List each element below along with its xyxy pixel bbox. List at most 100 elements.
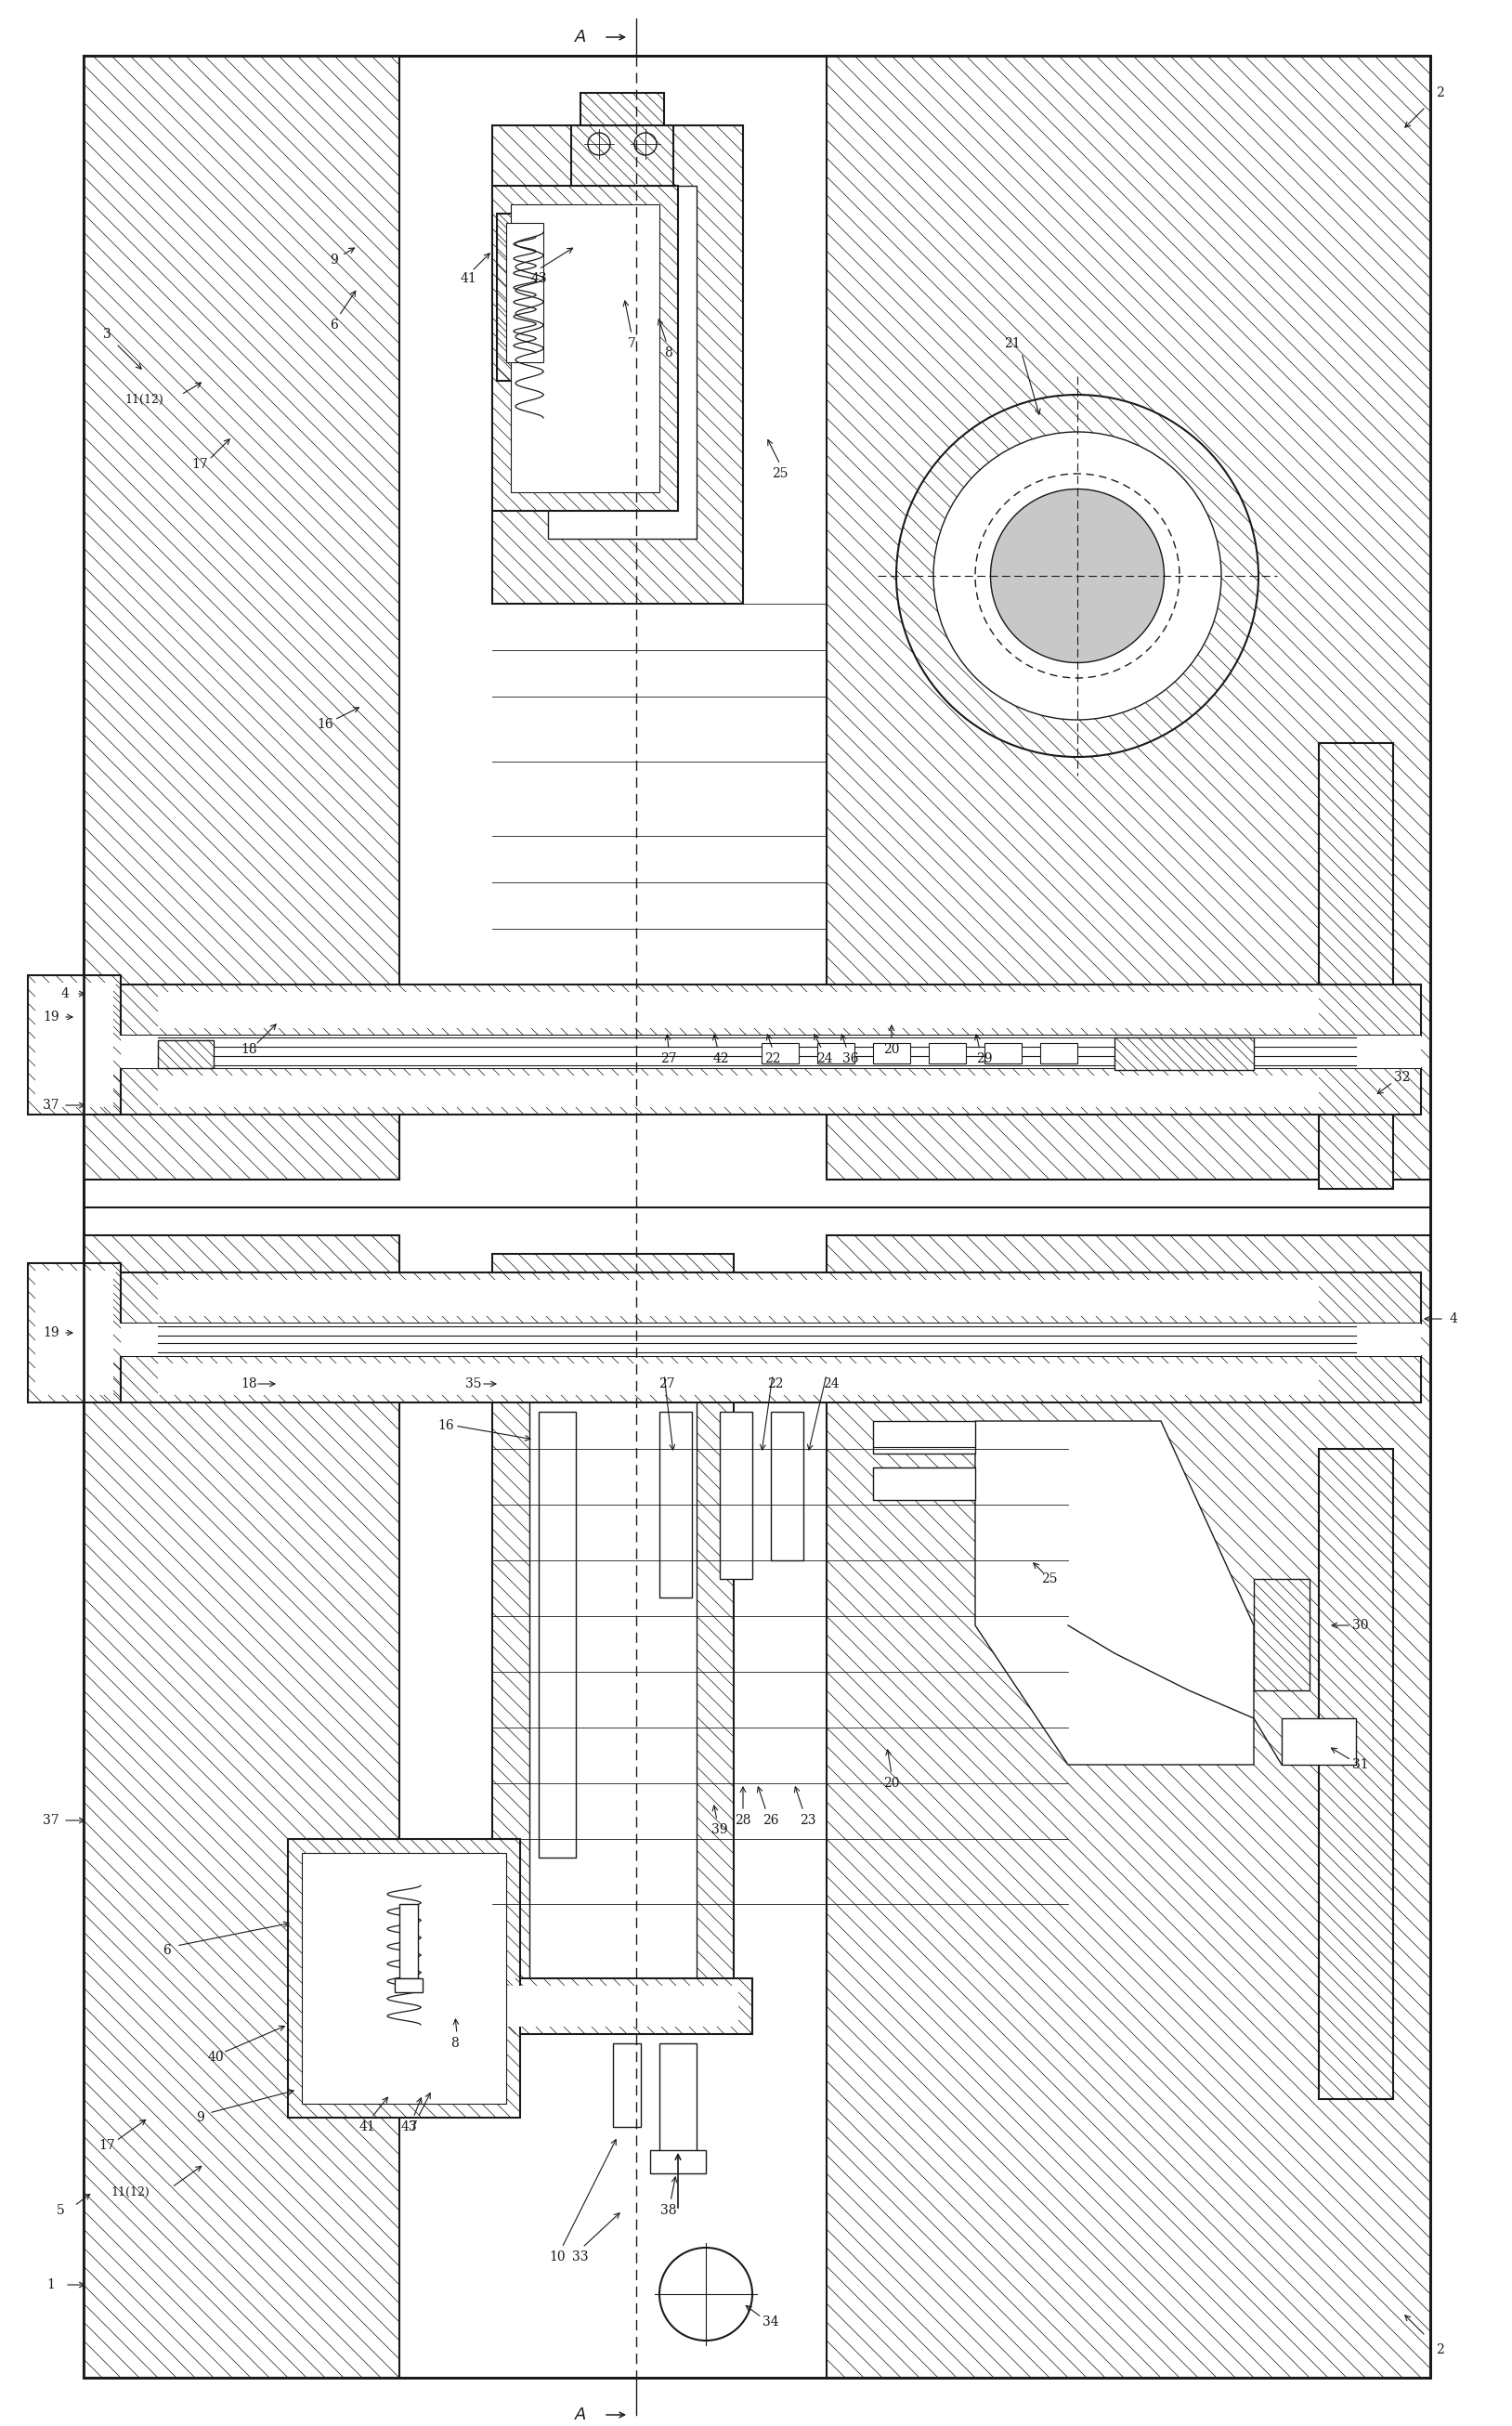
Bar <box>538 1412 576 1858</box>
Bar <box>872 1468 975 1499</box>
Bar <box>872 1043 910 1063</box>
Polygon shape <box>897 395 1258 757</box>
Text: 10: 10 <box>549 2251 565 2263</box>
Bar <box>493 126 742 604</box>
Circle shape <box>933 432 1222 721</box>
Bar <box>92 1036 1421 1067</box>
Bar <box>572 126 673 187</box>
Bar <box>818 1043 854 1063</box>
Text: 27: 27 <box>661 1053 677 1065</box>
Bar <box>1282 1718 1356 1764</box>
Bar <box>984 1043 1022 1063</box>
Bar <box>659 1412 692 1596</box>
Bar <box>287 1839 520 2118</box>
Text: 17: 17 <box>192 459 209 471</box>
Bar <box>157 992 1318 1029</box>
Text: 41: 41 <box>358 2120 375 2132</box>
Text: 9: 9 <box>330 255 339 267</box>
Text: 43: 43 <box>531 272 547 286</box>
Text: 7: 7 <box>627 337 635 349</box>
Bar <box>83 56 399 1179</box>
Bar <box>493 187 677 512</box>
Text: 11(12): 11(12) <box>110 2186 150 2198</box>
Text: 28: 28 <box>735 1815 751 1827</box>
Bar <box>157 1281 1318 1315</box>
Bar <box>529 1274 697 1977</box>
Bar <box>612 2043 641 2128</box>
Bar <box>1253 1579 1309 1691</box>
Text: 5: 5 <box>56 2203 65 2217</box>
Text: 24: 24 <box>823 1378 839 1390</box>
Bar <box>157 1075 1318 1106</box>
Bar <box>720 1412 753 1579</box>
Bar <box>487 1987 738 2026</box>
Text: 38: 38 <box>661 2203 677 2217</box>
Text: 22: 22 <box>765 1053 780 1065</box>
Bar <box>92 1325 1421 1356</box>
Bar <box>302 1853 507 2103</box>
Text: 16: 16 <box>437 1419 454 1431</box>
Circle shape <box>659 2246 753 2341</box>
Bar <box>928 1043 966 1063</box>
Text: 8: 8 <box>665 347 673 359</box>
Bar <box>497 213 552 381</box>
Bar <box>83 56 1430 2377</box>
Text: 29: 29 <box>977 1053 992 1065</box>
Text: A: A <box>575 29 587 46</box>
Bar <box>1318 742 1393 1189</box>
Text: 19: 19 <box>42 1012 59 1024</box>
Bar <box>507 223 543 361</box>
Text: 21: 21 <box>1004 337 1021 349</box>
Bar <box>157 1041 213 1067</box>
Text: 33: 33 <box>573 2251 588 2263</box>
Text: 25: 25 <box>1042 1572 1057 1587</box>
Bar <box>827 56 1430 1179</box>
Text: 39: 39 <box>712 1824 727 1836</box>
Bar <box>547 187 697 539</box>
Text: 20: 20 <box>883 1043 900 1055</box>
Text: 19: 19 <box>42 1327 59 1339</box>
Text: 35: 35 <box>466 1378 482 1390</box>
Text: 42: 42 <box>712 1053 729 1065</box>
Text: 34: 34 <box>762 2314 779 2329</box>
Bar <box>1114 1038 1253 1070</box>
Bar <box>650 2149 706 2174</box>
Text: 27: 27 <box>659 1378 674 1390</box>
Bar <box>35 983 113 1106</box>
Text: 4: 4 <box>1450 1312 1458 1325</box>
Bar <box>493 1254 733 1997</box>
Text: 17: 17 <box>98 2140 115 2152</box>
Text: 36: 36 <box>842 1053 859 1065</box>
Bar <box>511 204 659 492</box>
Bar <box>872 1422 975 1453</box>
Text: 7: 7 <box>410 2120 417 2132</box>
Text: 2: 2 <box>1435 87 1444 99</box>
Bar <box>762 1043 798 1063</box>
Bar <box>92 1274 1421 1325</box>
Text: 41: 41 <box>460 272 476 286</box>
Text: 8: 8 <box>451 2038 460 2050</box>
Text: 1: 1 <box>47 2278 56 2290</box>
Bar <box>157 1363 1318 1395</box>
Text: 16: 16 <box>318 718 333 730</box>
Polygon shape <box>975 1422 1253 1764</box>
Text: 3: 3 <box>103 328 110 342</box>
Text: 32: 32 <box>1394 1070 1411 1084</box>
Bar <box>395 1977 422 1992</box>
Text: 40: 40 <box>207 2050 224 2065</box>
Bar <box>92 1356 1421 1402</box>
Polygon shape <box>990 490 1164 662</box>
Bar <box>473 1977 753 2033</box>
Text: 24: 24 <box>816 1053 833 1065</box>
Text: 43: 43 <box>401 2120 417 2132</box>
Text: A: A <box>575 2407 587 2424</box>
Bar <box>1040 1043 1078 1063</box>
Bar <box>92 985 1421 1036</box>
Bar <box>399 1904 417 1977</box>
Text: 6: 6 <box>330 318 339 332</box>
Bar <box>27 1264 121 1402</box>
Bar <box>581 92 664 126</box>
Text: 11(12): 11(12) <box>124 393 163 405</box>
Bar <box>92 1067 1421 1114</box>
Bar <box>659 2043 697 2154</box>
